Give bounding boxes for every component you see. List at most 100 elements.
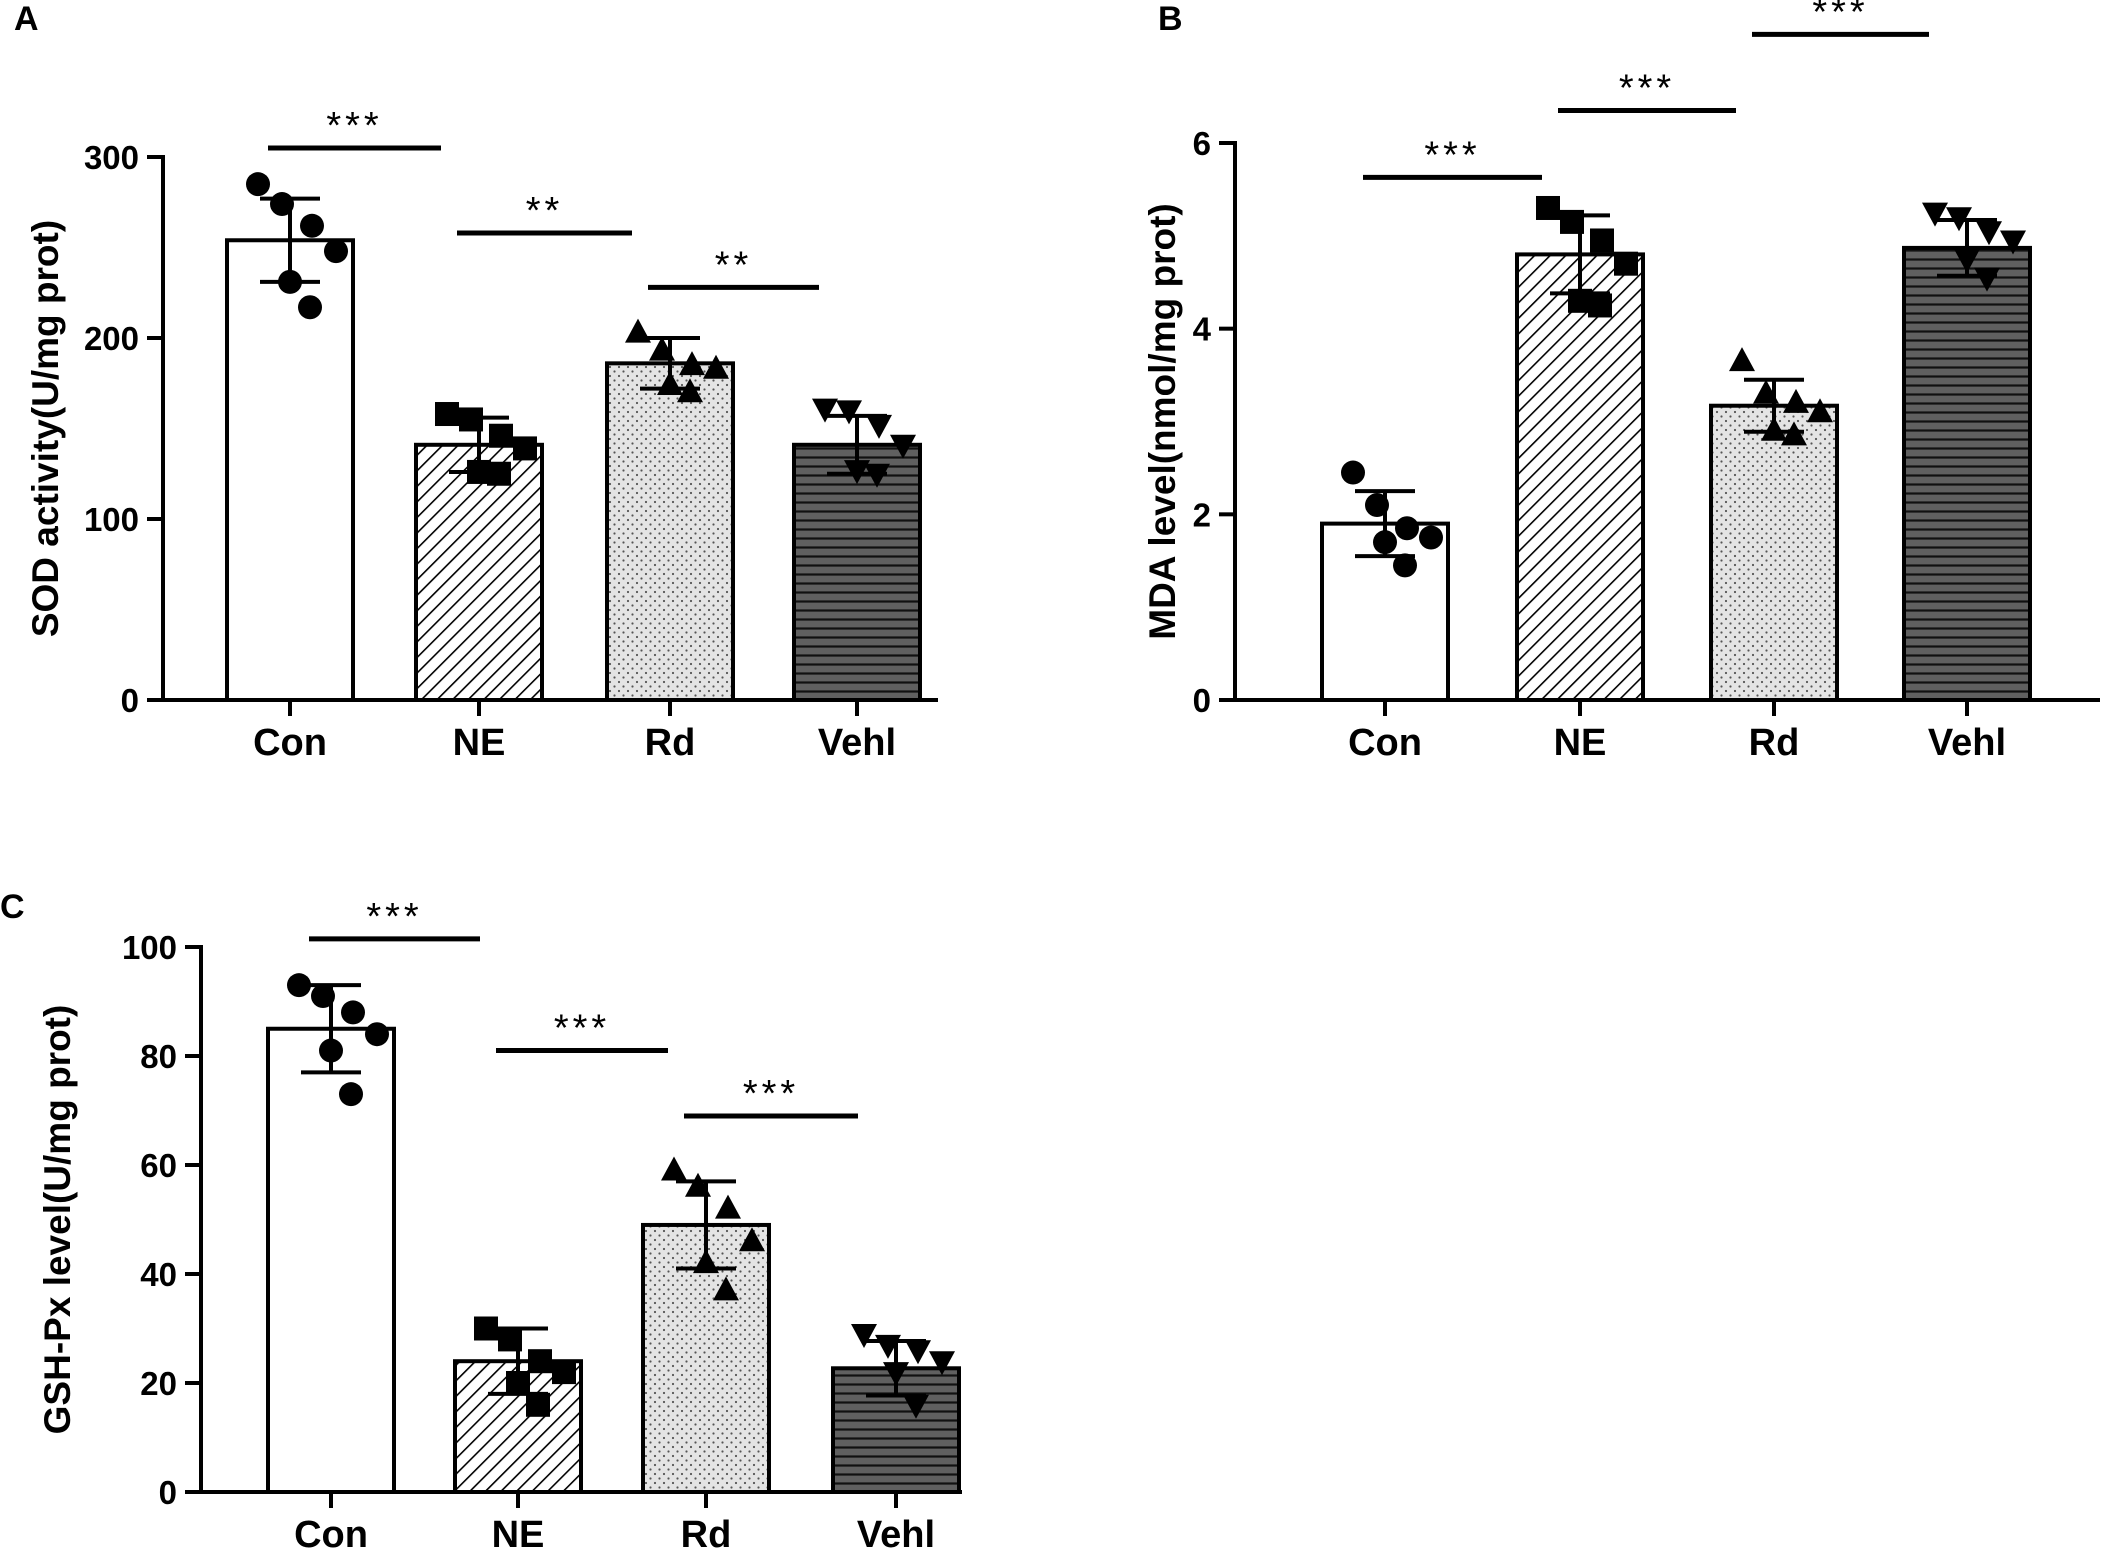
data-point [270, 192, 294, 217]
data-point [903, 1394, 929, 1419]
data-point [657, 371, 683, 396]
bar-con [225, 238, 355, 702]
data-point [883, 1362, 909, 1387]
data-point [1954, 249, 1980, 274]
x-category-label: NE [492, 1514, 545, 1556]
data-point [2000, 230, 2026, 255]
data-point [528, 1349, 552, 1374]
data-point [693, 1249, 719, 1274]
data-point [649, 336, 675, 361]
data-point [459, 407, 483, 432]
data-point [300, 213, 324, 238]
significance-label: *** [326, 105, 382, 147]
data-point [929, 1351, 955, 1376]
data-point [1614, 251, 1638, 276]
data-point [1419, 525, 1443, 550]
y-tick-label: 0 [1193, 682, 1211, 719]
data-point [1946, 207, 1972, 232]
data-point [1753, 379, 1779, 404]
data-point [1536, 195, 1560, 220]
bar-con [266, 1026, 396, 1494]
data-point [287, 973, 311, 998]
data-point [1761, 416, 1787, 441]
data-point [685, 1172, 711, 1197]
bar-ne [1515, 252, 1645, 702]
significance-label: ** [526, 190, 564, 232]
x-category-label: Con [253, 722, 327, 764]
x-category-label: Rd [645, 722, 696, 764]
y-tick-label: 40 [140, 1256, 177, 1293]
significance-label: *** [1424, 134, 1480, 176]
data-point [851, 1323, 877, 1348]
y-tick-label: 4 [1193, 311, 1212, 348]
data-point [513, 436, 537, 461]
y-tick-label: 100 [122, 929, 177, 966]
bar-rd [1709, 403, 1839, 702]
data-point [890, 434, 916, 459]
x-category-label: Rd [1749, 722, 1800, 764]
data-point [489, 423, 513, 448]
significance-label: *** [1812, 0, 1868, 33]
bar-rd [605, 361, 735, 702]
x-category-label: Con [1348, 722, 1422, 764]
significance-label: *** [554, 1008, 610, 1050]
data-point [739, 1227, 765, 1252]
data-point [864, 463, 890, 488]
panel-b: B 0 2 4 6 MDA level(nmol/mg prot) Con NE Rd Vehl *… [1142, 0, 2100, 764]
panel-c: C 0 20 40 60 80 100 GSH-Px level(U/mg prot) Con N… [0, 888, 962, 1556]
data-point [278, 269, 302, 294]
panel-label: A [14, 0, 39, 38]
data-point [506, 1371, 530, 1395]
significance-label: ** [715, 244, 753, 286]
y-axis-title: GSH-Px level(U/mg prot) [37, 1005, 78, 1435]
panel-a: A 0 100 200 300 SOD activity(U/mg prot) Con NE R… [14, 0, 938, 764]
data-point [1783, 388, 1809, 413]
data-point [1922, 202, 1948, 227]
data-point [844, 460, 870, 485]
data-point [715, 1194, 741, 1219]
data-point [474, 1316, 498, 1341]
data-point [341, 1000, 365, 1025]
significance-label: *** [1619, 68, 1675, 110]
significance-label: *** [366, 896, 422, 938]
data-point [339, 1082, 363, 1107]
data-point [1393, 553, 1417, 578]
bar-vehl [1902, 245, 2032, 702]
data-point [1395, 516, 1419, 541]
data-point [812, 398, 838, 423]
data-point [246, 172, 270, 197]
data-point [836, 400, 862, 425]
significance-label: *** [743, 1073, 799, 1115]
y-tick-label: 200 [84, 320, 139, 357]
data-point [311, 984, 335, 1009]
data-point [875, 1334, 901, 1359]
data-point [713, 1276, 739, 1301]
y-tick-label: 60 [140, 1147, 177, 1184]
data-point [703, 354, 729, 379]
bar-vehl [792, 442, 922, 703]
y-tick-label: 0 [159, 1474, 177, 1511]
data-point [677, 378, 703, 403]
y-tick-label: 100 [84, 501, 139, 538]
data-point [679, 351, 705, 376]
y-tick-label: 6 [1193, 125, 1211, 162]
y-tick-label: 2 [1193, 496, 1211, 533]
x-category-label: NE [1554, 722, 1607, 764]
y-tick-label: 300 [84, 139, 139, 176]
data-point [487, 461, 511, 486]
data-point [1807, 398, 1833, 423]
data-point [1588, 293, 1612, 318]
x-category-label: Rd [681, 1514, 732, 1556]
y-tick-label: 80 [140, 1038, 177, 1075]
y-axis-title: SOD activity(U/mg prot) [25, 220, 66, 637]
y-tick-label: 20 [140, 1365, 177, 1402]
y-tick-label: 0 [121, 682, 139, 719]
data-point [324, 239, 348, 264]
data-point [661, 1156, 687, 1181]
data-point [365, 1022, 389, 1047]
data-point [298, 295, 322, 320]
data-point [1560, 209, 1584, 234]
data-point [1365, 493, 1389, 518]
data-point [1373, 530, 1397, 555]
